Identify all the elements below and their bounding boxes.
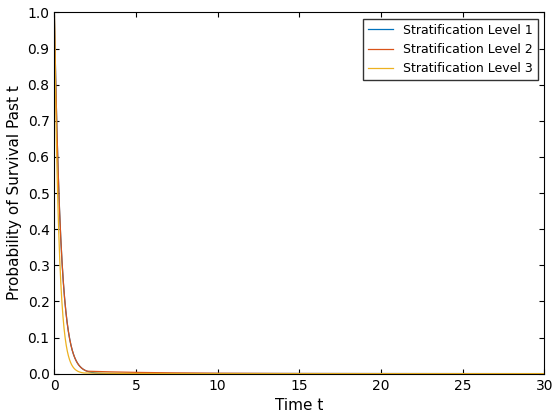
Stratification Level 3 xyxy=(541,371,548,376)
Stratification Level 3 xyxy=(417,371,423,376)
Stratification Level 2 xyxy=(417,371,423,376)
Stratification Level 1 xyxy=(454,371,460,376)
X-axis label: Time t: Time t xyxy=(275,398,324,413)
Stratification Level 1 xyxy=(417,371,423,376)
Stratification Level 2 xyxy=(454,371,460,376)
Stratification Level 2 xyxy=(238,371,245,376)
Stratification Level 3 xyxy=(370,371,376,376)
Stratification Level 3 xyxy=(454,371,460,376)
Line: Stratification Level 1: Stratification Level 1 xyxy=(54,13,544,374)
Stratification Level 2 xyxy=(345,371,352,376)
Stratification Level 3 xyxy=(238,371,245,376)
Stratification Level 1 xyxy=(238,371,245,376)
Stratification Level 3 xyxy=(140,371,147,376)
Stratification Level 1 xyxy=(370,371,376,376)
Stratification Level 2 xyxy=(51,10,58,15)
Stratification Level 1 xyxy=(51,10,58,15)
Stratification Level 2 xyxy=(140,370,147,375)
Stratification Level 1 xyxy=(541,371,548,376)
Legend: Stratification Level 1, Stratification Level 2, Stratification Level 3: Stratification Level 1, Stratification L… xyxy=(363,19,538,80)
Stratification Level 2 xyxy=(541,371,548,376)
Line: Stratification Level 3: Stratification Level 3 xyxy=(54,13,544,374)
Stratification Level 2 xyxy=(370,371,376,376)
Stratification Level 3 xyxy=(51,10,58,15)
Stratification Level 3 xyxy=(345,371,352,376)
Stratification Level 1 xyxy=(345,371,352,376)
Stratification Level 1 xyxy=(140,371,147,376)
Line: Stratification Level 2: Stratification Level 2 xyxy=(54,13,544,374)
Y-axis label: Probability of Survival Past t: Probability of Survival Past t xyxy=(7,86,22,300)
